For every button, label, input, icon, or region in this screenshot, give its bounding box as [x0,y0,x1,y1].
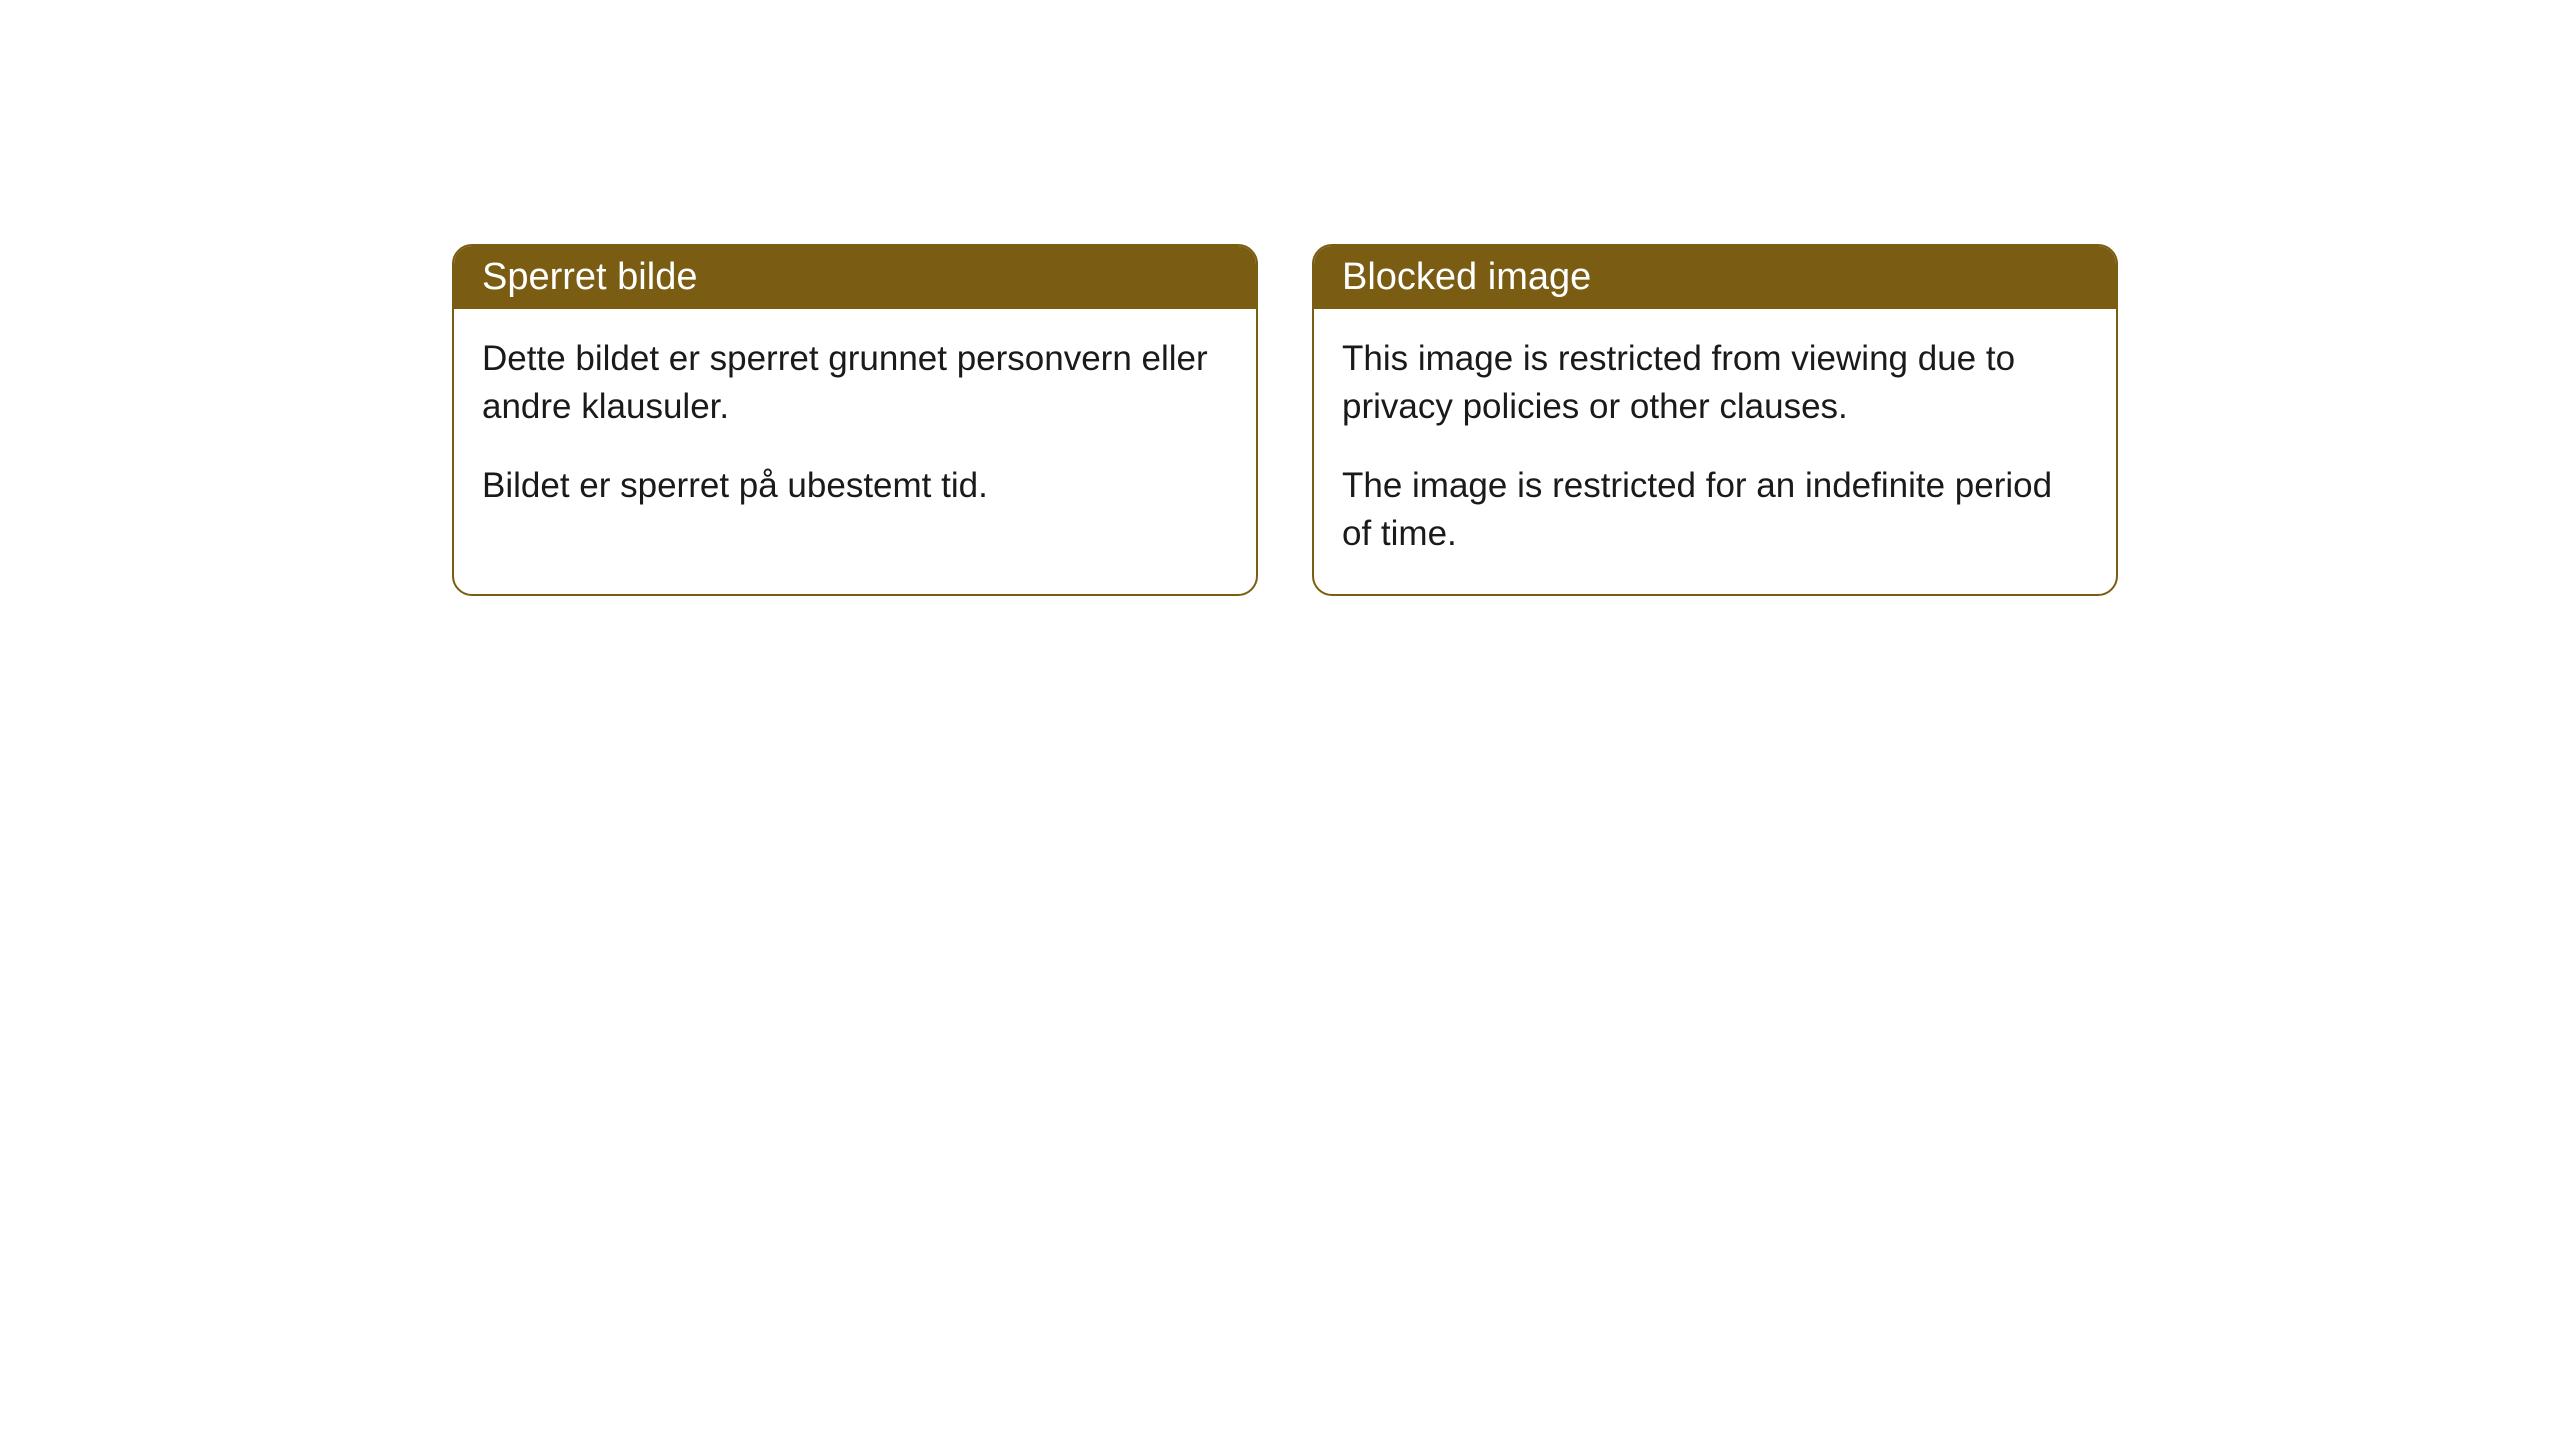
card-paragraph: Dette bildet er sperret grunnet personve… [482,335,1228,432]
card-paragraph: Bildet er sperret på ubestemt tid. [482,462,1228,510]
blocked-image-card-english: Blocked image This image is restricted f… [1312,244,2118,596]
card-header: Sperret bilde [454,246,1256,309]
card-header: Blocked image [1314,246,2116,309]
card-paragraph: This image is restricted from viewing du… [1342,335,2088,432]
card-title: Sperret bilde [482,256,697,298]
card-body: Dette bildet er sperret grunnet personve… [454,309,1256,546]
card-body: This image is restricted from viewing du… [1314,309,2116,594]
card-title: Blocked image [1342,256,1591,298]
card-paragraph: The image is restricted for an indefinit… [1342,462,2088,559]
notice-cards-container: Sperret bilde Dette bildet er sperret gr… [452,244,2118,596]
blocked-image-card-norwegian: Sperret bilde Dette bildet er sperret gr… [452,244,1258,596]
